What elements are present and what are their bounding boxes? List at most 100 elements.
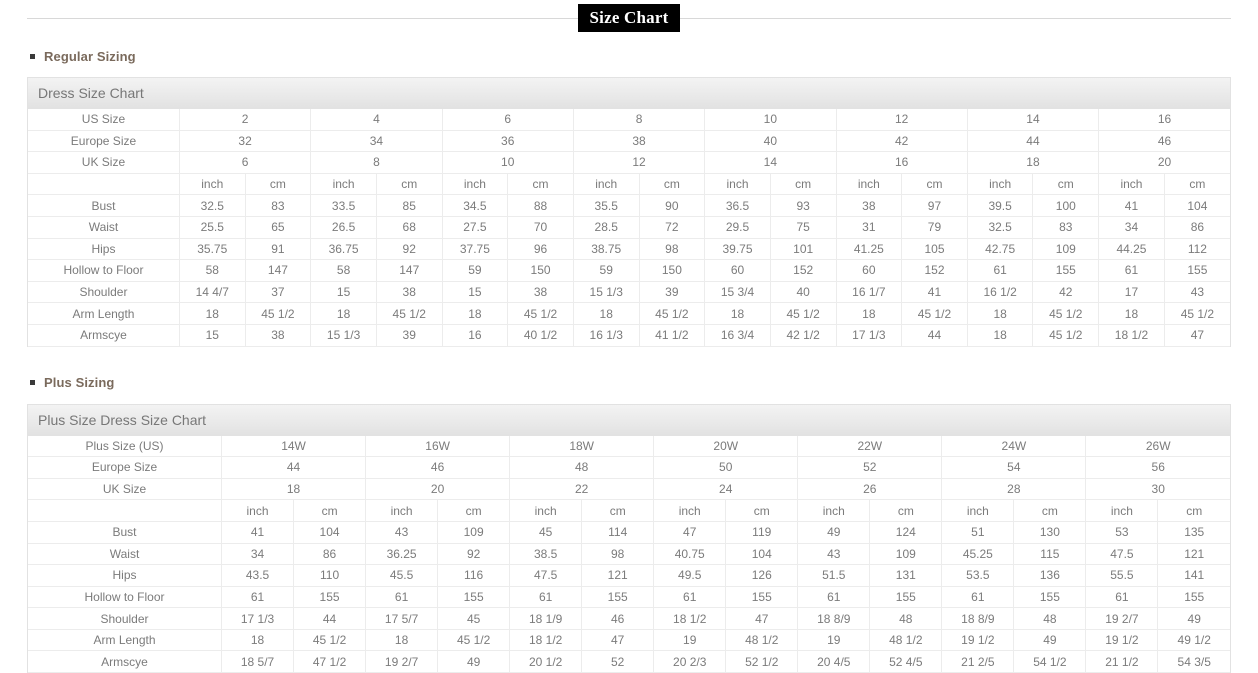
measurement-value: 88 [507,194,574,217]
measurement-label: Bust [28,521,223,544]
table-row: Waist 34 86 36.25 92 38.5 98 40.75 104 43 109 45.25… [28,543,1230,566]
section-heading-label: Plus Sizing [44,375,115,391]
size-value: 54 [941,456,1087,479]
measurement-value: 48 [869,607,943,630]
measurement-value: 155 [1032,259,1100,282]
measurement-value: 45 1/2 [639,302,706,325]
size-value: 56 [1085,456,1230,479]
measurement-value: 86 [293,543,367,566]
table-row: UK Size 6 8 10 12 14 16 18 20 [28,151,1230,174]
unit-header: inch [509,499,583,522]
measurement-value: 42 [1032,281,1100,304]
page-title-band: Size Chart [27,0,1231,36]
measurement-value: 45.5 [365,564,439,587]
measurement-value: 47.5 [1085,543,1159,566]
row-label: US Size [28,109,180,131]
size-table: US Size 2 4 6 8 10 12 14 16 Europe Size 32 34 36 38 40… [28,109,1230,347]
table-row: Waist 25.5 65 26.5 68 27.5 70 28.5 72 29.5 75 31 79 3… [28,216,1230,239]
measurement-value: 61 [1085,586,1159,609]
measurement-value: 52 4/5 [869,650,943,673]
page-title: Size Chart [577,4,681,32]
measurement-value: 72 [639,216,706,239]
measurement-value: 104 [293,521,367,544]
size-value: 14 [704,151,837,174]
measurement-value: 43 [365,521,439,544]
measurement-value: 141 [1157,564,1230,587]
measurement-value: 19 2/7 [1085,607,1159,630]
measurement-value: 58 [179,259,246,282]
size-value: 8 [573,109,706,131]
size-value: 46 [365,456,511,479]
measurement-value: 20 2/3 [653,650,727,673]
unit-header: inch [365,499,439,522]
measurement-value: 34 [1098,216,1165,239]
table-row: Arm Length 18 45 1/2 18 45 1/2 18 1/2 47 19 48 1… [28,629,1230,652]
size-value: 10 [704,109,837,131]
measurement-value: 18 [310,302,377,325]
measurement-value: 18 [967,324,1034,347]
measurement-value: 45 1/2 [1164,302,1230,325]
size-value: 6 [179,151,312,174]
measurement-value: 68 [376,216,443,239]
measurement-value: 19 [797,629,871,652]
unit-header: cm [770,173,837,196]
size-value: 42 [836,130,968,153]
measurement-value: 155 [725,586,799,609]
size-value: 38 [573,130,706,153]
size-value: 22 [509,478,655,501]
measurement-value: 15 [442,281,509,304]
table-row: Shoulder 17 1/3 44 17 5/7 45 18 1/9 46 18 1/2 47… [28,607,1230,630]
measurement-value: 18 1/2 [1098,324,1165,347]
measurement-value: 61 [1098,259,1165,282]
size-value: 24 [653,478,799,501]
table-row: Shoulder 14 4/7 37 15 38 15 38 15 1/3 39 15 3/4 40… [28,281,1230,304]
measurement-value: 147 [245,259,312,282]
measurement-label: Hips [28,564,223,587]
unit-header: inch [653,499,727,522]
measurement-value: 18 [365,629,439,652]
measurement-value: 90 [639,194,706,217]
size-value: 30 [1085,478,1230,501]
measurement-value: 18 [221,629,295,652]
measurement-value: 121 [1157,543,1230,566]
size-value: 10 [442,151,574,174]
table-row: Arm Length 18 45 1/2 18 45 1/2 18 45 1/2 18 45 1… [28,302,1230,325]
size-value: 48 [509,456,655,479]
measurement-value: 105 [901,238,968,261]
measurement-value: 155 [581,586,655,609]
section-gap [0,347,1258,363]
measurement-label: Shoulder [28,281,180,304]
measurement-value: 60 [836,259,903,282]
size-value: 24W [941,435,1087,458]
measurement-value: 155 [437,586,511,609]
measurement-value: 101 [770,238,837,261]
measurement-value: 119 [725,521,799,544]
measurement-value: 16 1/7 [836,281,903,304]
row-label: Plus Size (US) [28,435,223,458]
measurement-value: 135 [1157,521,1230,544]
measurement-value: 49 [797,521,871,544]
measurement-value: 98 [639,238,706,261]
size-value: 26 [797,478,943,501]
measurement-value: 18 1/2 [509,629,583,652]
measurement-value: 47 1/2 [293,650,367,673]
size-value: 40 [704,130,837,153]
measurement-value: 155 [1157,586,1230,609]
measurement-label: Shoulder [28,607,223,630]
table-row: Bust 32.5 83 33.5 85 34.5 88 35.5 90 36.5 93 38 97 39… [28,194,1230,217]
table-row: Europe Size 44 46 48 50 52 54 56 [28,456,1230,479]
measurement-value: 48 1/2 [869,629,943,652]
measurement-label: Waist [28,216,180,239]
measurement-value: 38 [245,324,312,347]
measurement-value: 45 [509,521,583,544]
size-value: 2 [179,109,312,131]
measurement-value: 54 3/5 [1157,650,1230,673]
measurement-value: 14 4/7 [179,281,246,304]
measurement-value: 49 [1157,607,1230,630]
row-label: UK Size [28,151,180,174]
measurement-value: 79 [901,216,968,239]
unit-header: cm [1032,173,1100,196]
unit-header: cm [245,173,312,196]
measurement-value: 39 [639,281,706,304]
measurement-value: 39.75 [704,238,771,261]
